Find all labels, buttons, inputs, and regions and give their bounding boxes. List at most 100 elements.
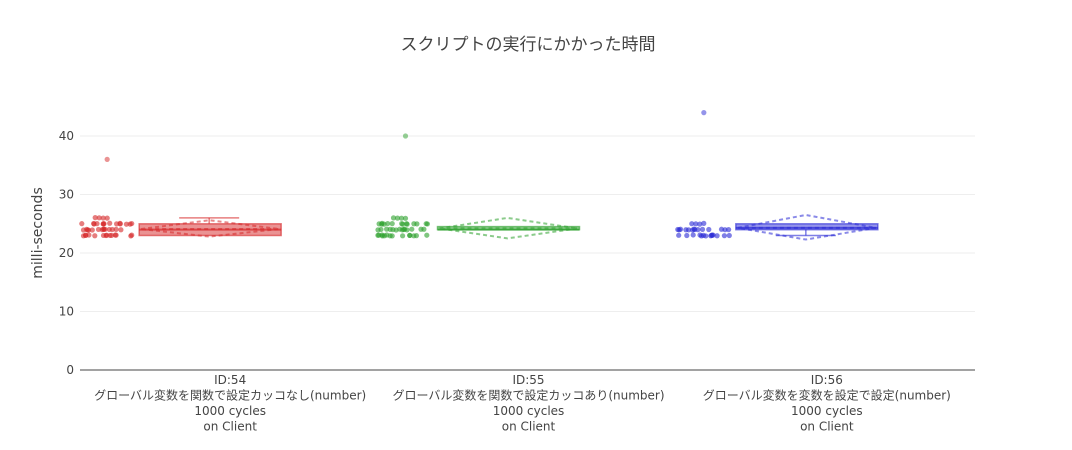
y-tick-label: 30 [59, 188, 74, 202]
data-point [92, 233, 98, 239]
data-point [113, 232, 119, 238]
data-point [722, 227, 728, 233]
data-point [101, 226, 107, 232]
series-id-56 [675, 110, 879, 241]
data-point [689, 221, 695, 227]
data-point [83, 232, 89, 238]
data-point [384, 226, 390, 232]
data-point [123, 221, 129, 227]
data-point [686, 227, 692, 233]
x-category-label-line: 1000 cycles [791, 404, 863, 418]
x-category-label-line: ID:56 [811, 373, 843, 387]
data-point [113, 226, 119, 232]
data-point [714, 233, 720, 239]
data-point [698, 233, 705, 239]
data-point [379, 232, 385, 238]
x-category-label-line: 1000 cycles [493, 404, 565, 418]
data-point [726, 232, 732, 239]
series-id-55 [375, 133, 581, 240]
data-point [95, 226, 102, 233]
data-point [407, 232, 413, 239]
data-point [117, 221, 123, 227]
data-point [684, 232, 690, 239]
y-tick-label: 20 [59, 246, 74, 260]
mean-sd-diamond [141, 219, 280, 238]
mean-sd-diamond [737, 213, 877, 241]
data-point [398, 215, 405, 221]
data-point [424, 232, 430, 238]
x-category-label-line: グローバル変数を変数を設定で設定(number) [703, 388, 951, 403]
data-point [693, 221, 699, 227]
y-axis-ticks: 0 10 20 30 40 [59, 129, 74, 377]
data-point [423, 221, 429, 227]
data-point [403, 221, 410, 227]
data-point [376, 221, 382, 227]
data-point [701, 220, 707, 226]
data-point [390, 215, 397, 221]
x-category-label-line: on Client [502, 420, 556, 434]
data-point [394, 215, 401, 221]
chart-title: スクリプトの実行にかかった時間 [401, 35, 656, 55]
y-tick-label: 0 [66, 363, 74, 377]
data-point [375, 227, 381, 233]
data-point [402, 215, 409, 221]
data-point [129, 232, 135, 238]
data-point [676, 232, 682, 238]
data-point [109, 226, 115, 233]
data-point [393, 227, 399, 233]
data-point [92, 215, 98, 221]
gridlines [80, 135, 975, 312]
series-id-54 [79, 156, 282, 239]
data-point [84, 226, 90, 232]
data-point [79, 221, 85, 227]
data-point [418, 226, 424, 232]
data-point [409, 226, 415, 232]
data-point [726, 227, 732, 233]
data-point [699, 226, 706, 232]
y-tick-label: 10 [59, 305, 74, 319]
x-category-label-line: ID:55 [512, 373, 544, 387]
data-point [721, 233, 728, 239]
box-series [79, 110, 879, 241]
data-point [384, 232, 390, 238]
data-point [676, 227, 682, 233]
x-category-label-line: on Client [203, 420, 257, 434]
x-category-label-line: グローバル変数を関数で設定カッコあり(number) [392, 388, 664, 403]
data-point [89, 227, 95, 233]
box-body [735, 223, 879, 231]
data-point [107, 220, 113, 226]
data-point [101, 221, 107, 227]
y-tick-label: 40 [59, 129, 74, 143]
x-category-label-line: on Client [800, 420, 854, 434]
data-point [710, 232, 716, 238]
data-point [411, 221, 417, 227]
data-point [399, 227, 405, 233]
data-point [127, 221, 133, 227]
data-point [411, 233, 417, 239]
data-point [94, 221, 100, 227]
data-point [695, 227, 701, 233]
data-point [96, 215, 102, 221]
data-point [389, 221, 395, 227]
x-category-label-line: ID:54 [214, 373, 246, 387]
data-point [104, 215, 110, 221]
data-point [691, 226, 697, 232]
data-point [118, 227, 124, 233]
data-point [706, 226, 712, 233]
data-point [381, 221, 387, 227]
data-point [690, 232, 696, 238]
outlier-point [402, 133, 409, 139]
mean-sd-diamond [439, 216, 578, 240]
data-point [400, 233, 406, 239]
data-point [100, 215, 106, 221]
outlier-point [104, 156, 110, 162]
data-point [697, 221, 703, 227]
data-point [400, 221, 406, 227]
x-category-label-line: グローバル変数を関数で設定カッコなし(number) [94, 388, 366, 403]
outlier-point [701, 110, 707, 116]
x-category-label-line: 1000 cycles [194, 404, 266, 418]
data-point [107, 232, 113, 239]
y-axis-label: milli-seconds [30, 187, 46, 278]
